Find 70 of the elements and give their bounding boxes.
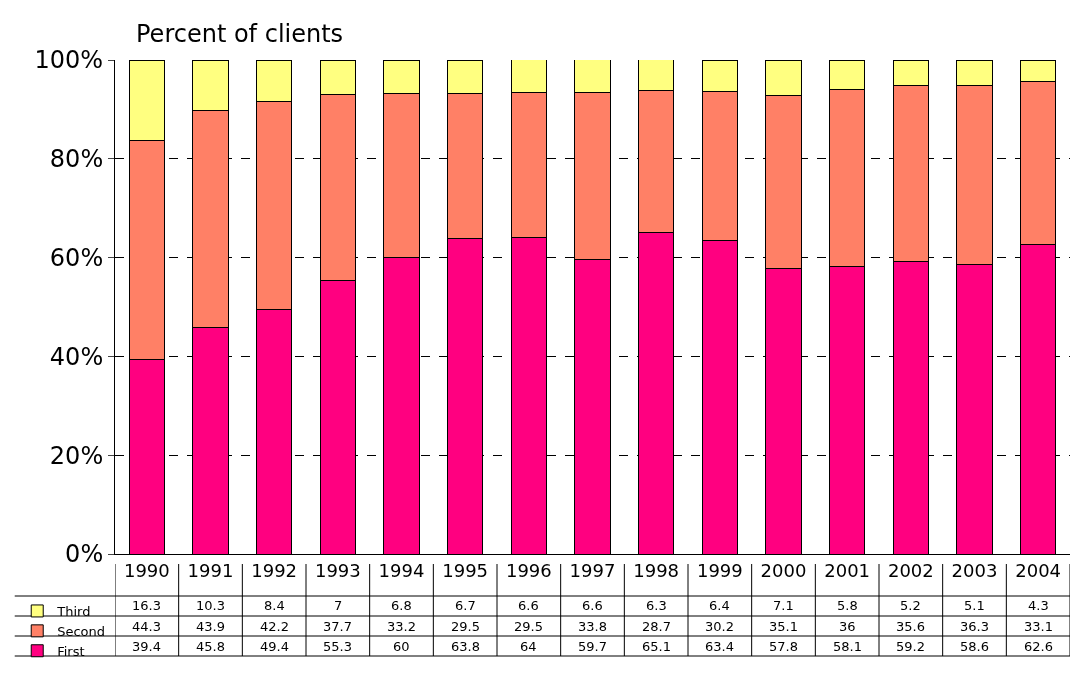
data-label: 58.1	[833, 639, 862, 654]
x-tick-label: 1991	[187, 559, 234, 581]
y-tick-label: 80%	[49, 145, 104, 174]
data-label: 64	[520, 639, 537, 654]
data-label: 63.4	[705, 639, 734, 654]
data-label: 35.6	[896, 619, 925, 634]
data-label: 43.9	[196, 619, 225, 634]
data-label: 4.3	[1028, 598, 1049, 613]
data-label: 37.7	[323, 619, 352, 634]
x-tick-label: 2001	[824, 559, 871, 581]
chart-title: Percent of clients	[136, 20, 344, 48]
data-label: 29.5	[514, 619, 543, 634]
x-tick-label: 2000	[760, 559, 807, 581]
x-tick-label: 1994	[378, 559, 425, 581]
data-label: 6.6	[582, 598, 603, 613]
data-label: 59.2	[896, 639, 925, 654]
data-label: 8.4	[264, 598, 285, 613]
legend-label: Second	[57, 623, 106, 639]
x-tick-label: 1998	[633, 559, 680, 581]
data-label: 35.1	[769, 619, 798, 634]
data-label: 10.3	[196, 598, 225, 613]
data-label: 6.8	[391, 598, 412, 613]
data-label: 29.5	[451, 619, 480, 634]
x-tick-label: 2002	[887, 559, 934, 581]
y-tick-label: 20%	[49, 441, 104, 470]
x-tick-label: 1992	[251, 559, 298, 581]
data-label: 59.7	[578, 639, 607, 654]
data-label: 6.7	[455, 598, 476, 613]
data-label: 16.3	[132, 598, 161, 613]
data-label: 33.1	[1024, 619, 1053, 634]
x-tick-label: 1996	[505, 559, 552, 581]
data-label: 62.6	[1024, 639, 1053, 654]
data-label: 5.1	[964, 598, 985, 613]
data-label: 7	[334, 598, 343, 613]
data-label: 58.6	[960, 639, 989, 654]
data-label: 45.8	[196, 639, 225, 654]
data-label: 6.6	[518, 598, 539, 613]
x-tick-label: 1990	[123, 559, 170, 581]
data-label: 30.2	[705, 619, 734, 634]
data-label: 49.4	[260, 639, 289, 654]
data-label: 33.2	[387, 619, 416, 634]
y-tick-label: 60%	[49, 244, 104, 272]
data-label: 65.1	[642, 639, 671, 654]
data-label: 39.4	[132, 639, 161, 654]
data-label: 6.3	[646, 598, 667, 613]
x-tick-label: 1997	[569, 559, 616, 581]
x-tick-label: 2004	[1015, 559, 1062, 581]
x-tick-label: 1999	[696, 559, 743, 581]
x-tick-label: 1995	[442, 559, 489, 581]
data-label: 57.8	[769, 639, 798, 654]
legend-label: Third	[56, 604, 91, 620]
data-label: 28.7	[642, 619, 671, 634]
y-tick-label: 0%	[65, 540, 104, 569]
data-label: 55.3	[323, 639, 352, 654]
data-label: 7.1	[773, 598, 794, 613]
x-tick-label: 2003	[951, 559, 998, 581]
y-tick-label: 100%	[34, 46, 104, 75]
data-label: 36	[839, 619, 856, 634]
data-label: 44.3	[132, 619, 161, 634]
legend-label: First	[57, 643, 85, 659]
data-label: 6.4	[709, 598, 730, 613]
y-tick-label: 40%	[49, 342, 104, 371]
data-label: 5.8	[837, 598, 858, 613]
data-label: 63.8	[451, 639, 480, 654]
x-tick-label: 1993	[314, 559, 361, 581]
data-label: 5.2	[900, 598, 921, 613]
data-label: 42.2	[260, 619, 289, 634]
data-label: 36.3	[960, 619, 989, 634]
data-label: 33.8	[578, 619, 607, 634]
data-label: 60	[393, 639, 410, 654]
